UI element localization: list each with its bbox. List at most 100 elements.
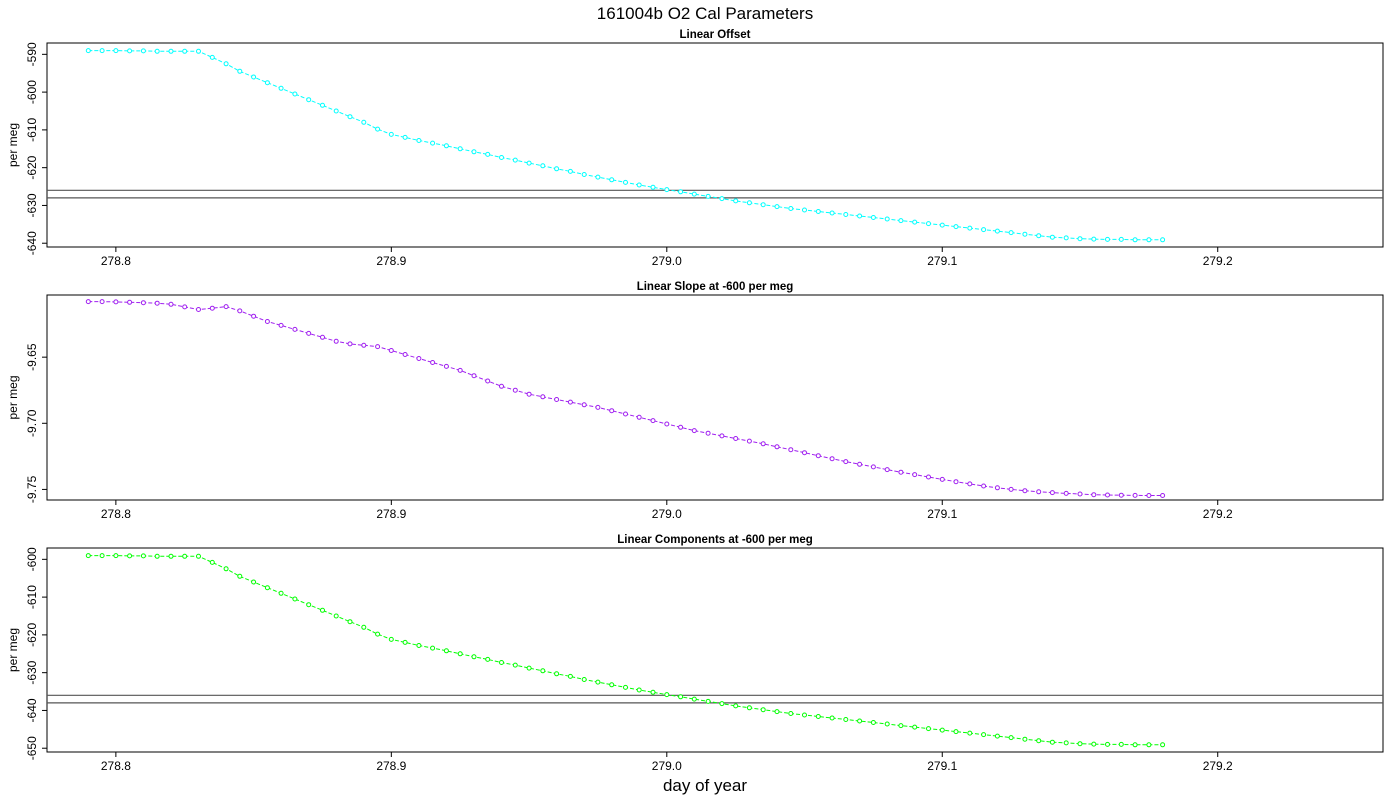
data-point: [1160, 742, 1166, 748]
data-point: [967, 481, 973, 487]
data-point: [581, 402, 587, 408]
data-point: [843, 717, 849, 722]
data-point: [99, 299, 105, 305]
y-tick-label: -620: [25, 155, 39, 179]
data-point: [1036, 233, 1042, 239]
data-point: [540, 163, 546, 169]
data-point: [540, 394, 546, 400]
data-point: [209, 559, 215, 565]
data-point: [306, 602, 312, 608]
data-point: [733, 703, 739, 709]
y-tick-label: -640: [25, 698, 39, 722]
data-point: [223, 304, 229, 310]
data-point: [1118, 492, 1124, 498]
data-point: [264, 319, 270, 324]
data-point: [251, 74, 257, 80]
data-point: [113, 553, 119, 559]
data-point: [1077, 236, 1083, 242]
data-point: [554, 397, 560, 402]
data-point: [443, 143, 449, 149]
data-point: [760, 441, 766, 447]
plot-frame: [46, 42, 1384, 248]
data-point: [526, 391, 532, 397]
data-point: [182, 304, 188, 310]
data-point: [857, 718, 863, 724]
data-point: [1132, 492, 1138, 498]
data-point: [471, 654, 477, 660]
data-point: [347, 341, 353, 347]
data-point: [306, 97, 312, 103]
y-tick-label: -9.70: [25, 409, 39, 437]
data-point: [375, 344, 381, 350]
data-point: [154, 300, 160, 306]
data-point: [650, 184, 656, 190]
data-point: [388, 636, 394, 642]
data-point: [182, 553, 188, 559]
data-point: [898, 469, 904, 475]
data-point: [994, 485, 1000, 491]
data-point: [1063, 740, 1069, 746]
data-point: [788, 711, 794, 716]
x-tick-label: 279.0: [652, 759, 682, 773]
data-point: [416, 138, 422, 143]
data-point: [443, 363, 449, 369]
data-point: [554, 166, 560, 172]
data-point: [609, 177, 615, 183]
data-point: [926, 221, 931, 227]
x-tick-label: 279.1: [927, 507, 957, 521]
plot-frame: [46, 294, 1384, 501]
data-point: [1091, 492, 1097, 498]
data-point: [457, 146, 463, 152]
data-point: [196, 553, 201, 559]
data-point: [99, 48, 105, 54]
data-point: [1049, 490, 1055, 496]
data-point: [554, 671, 560, 677]
data-point: [361, 624, 367, 630]
data-point: [127, 553, 133, 559]
data-point: [154, 553, 160, 559]
data-point: [705, 430, 711, 436]
data-point: [237, 573, 243, 579]
data-point: [733, 198, 739, 204]
figure-title: 161004b O2 Cal Parameters: [597, 4, 813, 23]
panel-title: Linear Slope at -600 per meg: [637, 281, 794, 293]
data-point: [375, 631, 381, 637]
data-point: [802, 207, 807, 213]
data-point: [953, 729, 959, 735]
data-point: [430, 645, 436, 651]
data-point: [113, 48, 119, 54]
data-point: [113, 299, 119, 305]
data-point: [471, 149, 477, 155]
data-point: [760, 202, 766, 208]
data-point: [623, 684, 628, 690]
x-tick-label: 278.9: [376, 254, 406, 268]
data-point: [870, 464, 876, 470]
data-point: [140, 48, 146, 54]
y-tick-label: -630: [25, 660, 39, 684]
data-point: [237, 68, 243, 74]
x-tick-label: 278.9: [376, 507, 406, 521]
y-tick-label: -630: [25, 193, 39, 217]
data-point: [1063, 490, 1069, 496]
data-point: [1022, 231, 1028, 237]
data-point: [1118, 236, 1124, 242]
data-point: [1160, 493, 1166, 498]
data-point: [443, 648, 449, 654]
data-point: [746, 438, 752, 444]
panel-3: Linear Components at -600 per meg 278.8 27…: [6, 534, 1384, 773]
data-point: [815, 714, 821, 719]
data-point: [402, 352, 408, 357]
data-point: [678, 424, 684, 430]
data-point: [802, 450, 807, 456]
data-point: [1063, 235, 1069, 241]
data-point: [85, 48, 91, 54]
y-tick-label: -610: [25, 118, 39, 142]
data-point: [774, 444, 780, 450]
data-point: [815, 209, 821, 214]
data-point: [333, 108, 339, 114]
x-axis-label: day of year: [663, 776, 747, 795]
data-point: [430, 360, 436, 365]
data-point: [815, 453, 821, 459]
data-point: [320, 334, 325, 340]
